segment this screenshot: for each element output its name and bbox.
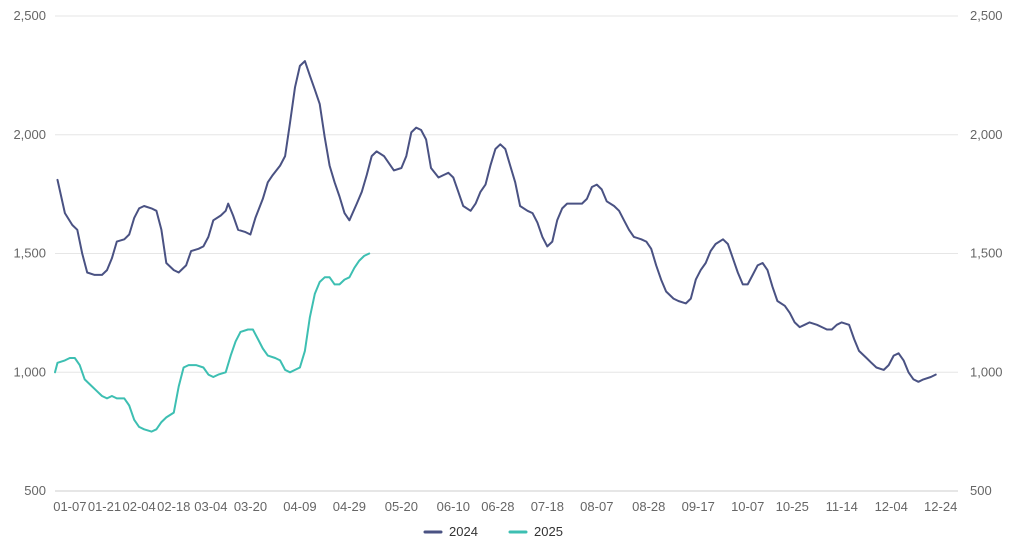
right-y-axis: 500 1,000 1,500 2,000 2,500 (970, 8, 1003, 498)
y-tick-label-left: 1,000 (13, 364, 46, 379)
y-tick-label-left: 500 (24, 483, 46, 498)
x-tick-label: 07-18 (531, 499, 564, 514)
x-tick-label: 06-28 (481, 499, 514, 514)
series-line-2024 (56, 60, 937, 383)
y-tick-label-left: 2,500 (13, 8, 46, 23)
y-tick-label-right: 2,500 (970, 8, 1003, 23)
left-y-axis: 500 1,000 1,500 2,000 2,500 (13, 8, 46, 498)
legend-item-2024[interactable]: 2024 (423, 524, 478, 539)
x-axis: 01-07 01-21 02-04 02-18 03-04 03-20 04-09 04-29… (53, 499, 957, 514)
x-tick-label: 01-21 (88, 499, 121, 514)
x-tick-label: 08-07 (580, 499, 613, 514)
x-tick-label: 05-20 (385, 499, 418, 514)
x-tick-label: 09-17 (682, 499, 715, 514)
gridlines (55, 15, 958, 492)
x-tick-label: 12-04 (875, 499, 908, 514)
x-tick-label: 11-14 (826, 499, 858, 514)
legend: 2024 2025 (423, 524, 563, 539)
x-tick-label: 10-25 (776, 499, 809, 514)
x-tick-label: 12-24 (924, 499, 957, 514)
x-tick-label: 02-04 (122, 499, 155, 514)
legend-item-2025[interactable]: 2025 (508, 524, 563, 539)
y-tick-label-left: 1,500 (13, 246, 46, 261)
x-tick-label: 03-04 (194, 499, 227, 514)
x-tick-label: 02-18 (157, 499, 190, 514)
y-tick-label-right: 2,000 (970, 127, 1003, 142)
legend-label: 2024 (449, 524, 478, 539)
y-tick-label-right: 500 (970, 483, 992, 498)
series-lines (54, 60, 937, 433)
legend-label: 2025 (534, 524, 563, 539)
series-line-2025 (54, 252, 371, 433)
x-tick-label: 06-10 (437, 499, 470, 514)
y-tick-label-left: 2,000 (13, 127, 46, 142)
x-tick-label: 08-28 (632, 499, 665, 514)
y-tick-label-right: 1,000 (970, 364, 1003, 379)
x-tick-label: 01-07 (53, 499, 86, 514)
y-tick-label-right: 1,500 (970, 246, 1003, 261)
x-tick-label: 04-29 (333, 499, 366, 514)
x-tick-label: 10-07 (731, 499, 764, 514)
x-tick-label: 04-09 (283, 499, 316, 514)
x-tick-label: 03-20 (234, 499, 267, 514)
